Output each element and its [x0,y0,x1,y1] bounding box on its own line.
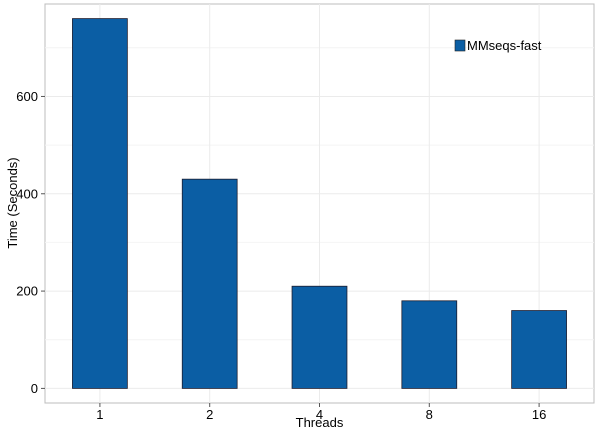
y-axis-ticks: 0 200 400 600 [16,89,45,396]
bar-16 [511,310,567,389]
y-tick-label: 400 [16,186,38,201]
legend-swatch [454,39,466,52]
y-tick-label: 600 [16,89,38,104]
x-axis-title: Threads [296,415,344,430]
bar-1 [72,18,128,389]
x-axis-ticks: 1 2 4 8 16 [96,403,546,422]
legend-label: MMseqs-fast [467,38,542,53]
y-tick-label: 0 [31,381,38,396]
bar-8 [401,300,458,389]
x-tick-label: 8 [426,407,433,422]
y-tick-label: 200 [16,284,38,299]
bar-2 [181,178,238,389]
legend: MMseqs-fast [454,38,542,53]
bar-4 [291,285,348,389]
x-tick-label: 2 [206,407,213,422]
x-tick-label: 4 [316,407,323,422]
bars [72,18,567,389]
y-axis-title: Time (Seconds) [5,157,20,248]
x-tick-label: 16 [532,407,546,422]
x-tick-label: 1 [96,407,103,422]
